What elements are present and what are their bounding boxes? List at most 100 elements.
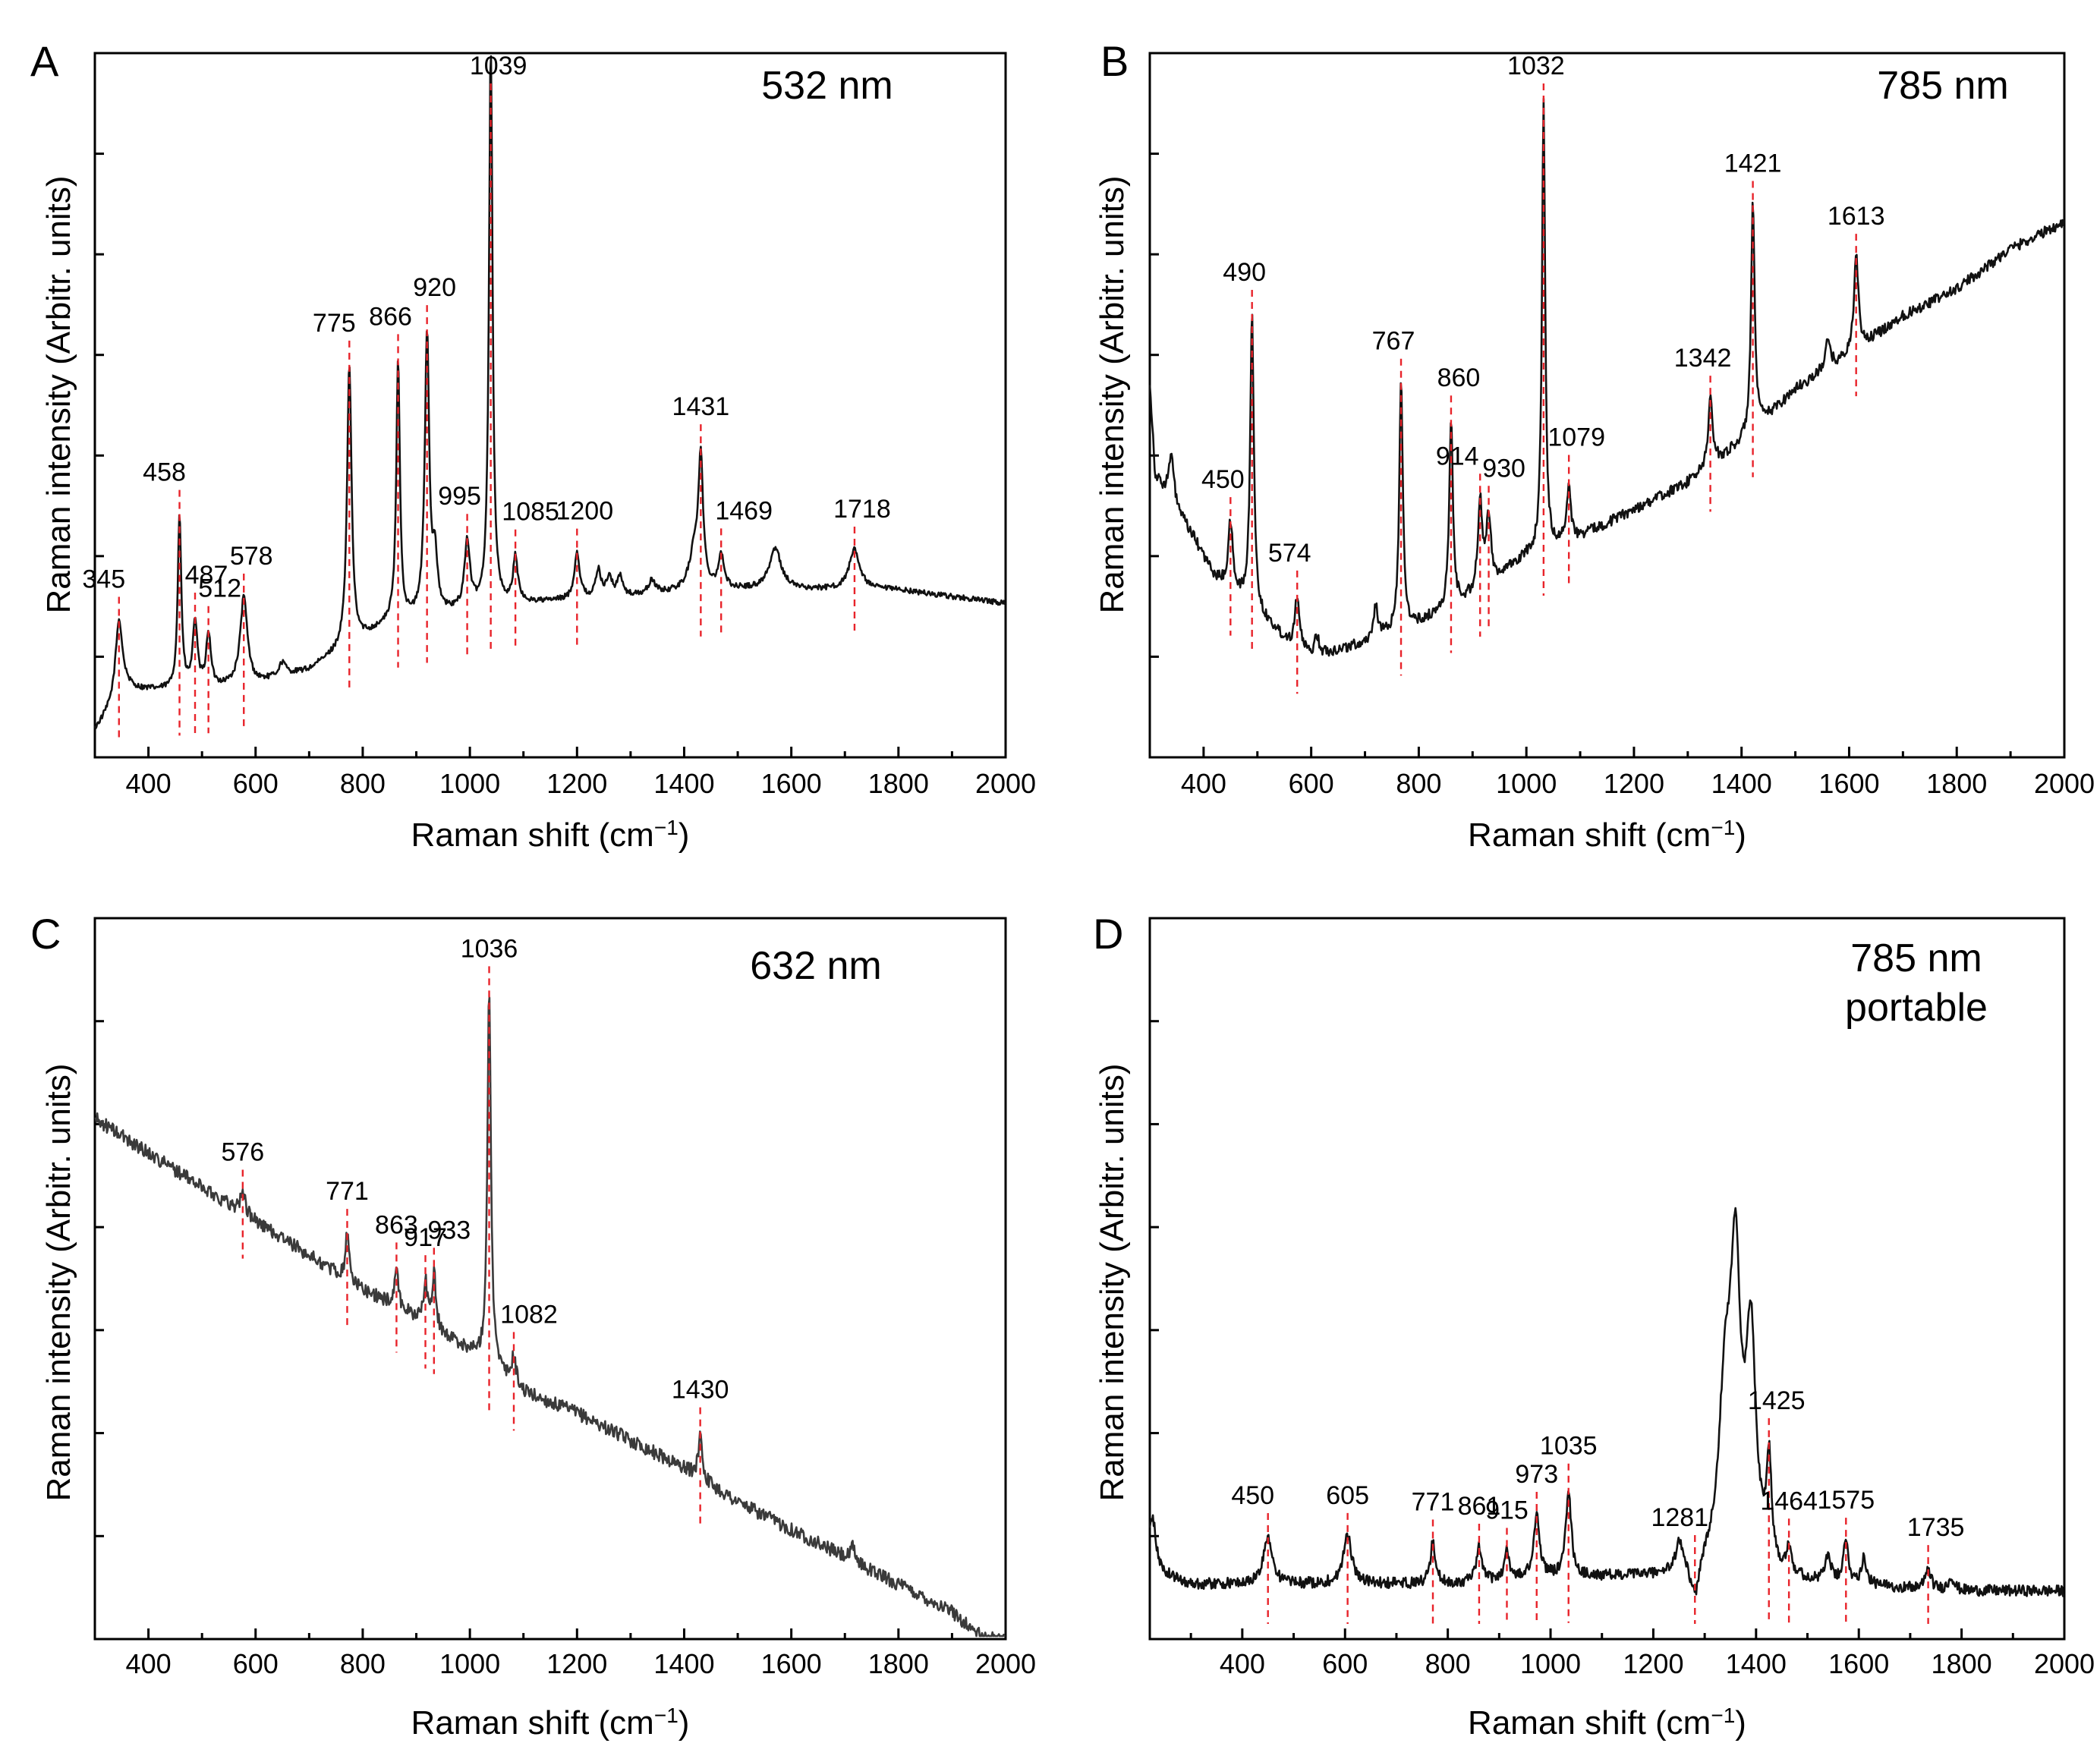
peak-label: 1421: [1724, 149, 1782, 178]
y-axis-title: Raman intensity (Arbitr. units): [1094, 1063, 1131, 1501]
peak-label: 915: [1485, 1496, 1529, 1525]
spectrum-line: [93, 55, 1006, 730]
x-tick-label: 1000: [439, 1648, 500, 1679]
panel-letter: D: [1093, 910, 1123, 958]
x-tick-label: 600: [233, 1648, 279, 1679]
x-tick-label: 400: [126, 1648, 172, 1679]
peak-label: 576: [221, 1137, 264, 1166]
x-tick-label: 2000: [2034, 768, 2095, 799]
x-axis-title-prefix: Raman shift (cm: [411, 816, 654, 854]
spectrum-line: [94, 996, 1006, 1638]
laser-wavelength-label: 532 nm: [761, 64, 893, 108]
x-tick-label: 2000: [2034, 1648, 2095, 1679]
peak-label: 995: [438, 482, 481, 511]
y-axis-title: Raman intensity (Arbitr. units): [40, 1063, 77, 1501]
x-tick-label: 1600: [1818, 768, 1879, 799]
x-axis-title-superscript: −1: [1711, 1704, 1735, 1727]
peak-label: 1464: [1760, 1487, 1818, 1515]
peak-label: 574: [1268, 539, 1311, 568]
x-tick-label: 1600: [761, 1648, 822, 1679]
peak-label: 578: [230, 542, 273, 571]
x-axis-title-superscript: −1: [654, 1704, 678, 1727]
plot-frame: [1148, 52, 2066, 759]
y-axis-title: Raman intensity (Arbitr. units): [40, 175, 77, 613]
peak-label: 1079: [1547, 423, 1605, 452]
peak-label: 1085: [502, 498, 559, 527]
spectrum-line: [1148, 97, 2065, 657]
peak-label: 1032: [1507, 52, 1565, 80]
panel-c: 400 600 800 1000 1200 1400 1600 1800 2000 576 7718…: [30, 910, 1036, 1742]
peak-label: 1735: [1907, 1513, 1965, 1542]
peak-label: 1039: [470, 52, 527, 80]
x-axis-title-suffix: ): [1735, 816, 1746, 854]
peak-label: 771: [326, 1177, 369, 1206]
x-tick-label: 1000: [1520, 1648, 1581, 1679]
peak-label: 1425: [1748, 1386, 1806, 1415]
x-axis-title-superscript: −1: [1711, 816, 1735, 839]
x-axis-title: Raman shift (cm−1): [411, 816, 690, 854]
peak-label: 1613: [1828, 202, 1885, 231]
x-axis-title-suffix: ): [1735, 1704, 1746, 1742]
peak-label: 450: [1231, 1481, 1274, 1510]
x-tick-label: 1200: [546, 768, 607, 799]
y-axis-title: Raman intensity (Arbitr. units): [1094, 175, 1131, 613]
peak-label: 973: [1515, 1460, 1558, 1489]
x-tick-label: 1200: [1604, 768, 1664, 799]
peak-label: 914: [1436, 442, 1479, 470]
peak-label: 1575: [1817, 1486, 1875, 1515]
x-axis-title-prefix: Raman shift (cm: [1468, 1704, 1711, 1742]
x-tick-label: 1000: [439, 768, 500, 799]
panel-b: 400 600 800 1000 1200 1400 1600 1800 2000 450 490 5…: [1094, 37, 2095, 854]
x-tick-label: 800: [1425, 1648, 1471, 1679]
plot-frame: [1148, 917, 2066, 1641]
peak-label: 450: [1201, 465, 1245, 494]
x-tick-label: 600: [1322, 1648, 1368, 1679]
x-tick-label: 1800: [868, 1648, 929, 1679]
peak-label: 605: [1326, 1481, 1369, 1510]
laser-mode-label: portable: [1845, 986, 1988, 1030]
x-tick-label: 1200: [1623, 1648, 1683, 1679]
peak-label: 771: [1412, 1487, 1455, 1516]
peak-label: 458: [143, 458, 186, 487]
plot-frame: [93, 917, 1007, 1641]
peak-label: 1469: [715, 496, 773, 525]
x-tick-label: 1800: [868, 768, 929, 799]
x-axis-title-prefix: Raman shift (cm: [411, 1704, 654, 1742]
x-tick-label: 1600: [761, 768, 822, 799]
x-tick-label: 1600: [1828, 1648, 1889, 1679]
x-tick-label: 1800: [1926, 768, 1987, 799]
panel-a: 400 600 800 1000 1200 1400 1600 1800 2000 345 458 4…: [30, 37, 1036, 854]
peak-label: 866: [369, 302, 412, 331]
spectrum-line: [1148, 1207, 2065, 1597]
panel-d: 400 600 800 1000 1200 1400 1600 1800 2000 450 605 7…: [1093, 910, 2095, 1742]
x-tick-label: 800: [340, 1648, 386, 1679]
x-tick-label: 1400: [653, 1648, 714, 1679]
peak-label: 490: [1223, 258, 1266, 287]
peak-label: 1036: [461, 934, 518, 963]
x-tick-label: 800: [1396, 768, 1441, 799]
laser-wavelength-label: 785 nm: [1877, 64, 2008, 108]
x-tick-label: 600: [1289, 768, 1334, 799]
peak-label: 920: [413, 273, 456, 302]
peak-label: 930: [1482, 454, 1525, 483]
peak-label: 775: [313, 309, 356, 338]
peak-label: 345: [82, 565, 125, 593]
x-axis-title-superscript: −1: [654, 816, 678, 839]
peak-label: 1200: [556, 497, 613, 526]
laser-wavelength-label: 632 nm: [750, 944, 881, 988]
peak-label: 1342: [1674, 344, 1732, 373]
x-tick-label: 1400: [1726, 1648, 1787, 1679]
x-tick-label: 400: [1181, 768, 1226, 799]
x-tick-label: 1200: [546, 1648, 607, 1679]
x-axis-title: Raman shift (cm−1): [1468, 1704, 1746, 1742]
laser-wavelength-label: 785 nm: [1850, 936, 1982, 980]
x-tick-label: 800: [340, 768, 386, 799]
x-tick-label: 2000: [975, 768, 1036, 799]
peak-label: 512: [198, 574, 241, 603]
peak-label: 861: [1458, 1492, 1501, 1521]
x-axis-title-prefix: Raman shift (cm: [1468, 816, 1711, 854]
peak-label: 1035: [1540, 1432, 1598, 1461]
peak-label: 487: [185, 561, 228, 590]
x-tick-label: 600: [233, 768, 279, 799]
